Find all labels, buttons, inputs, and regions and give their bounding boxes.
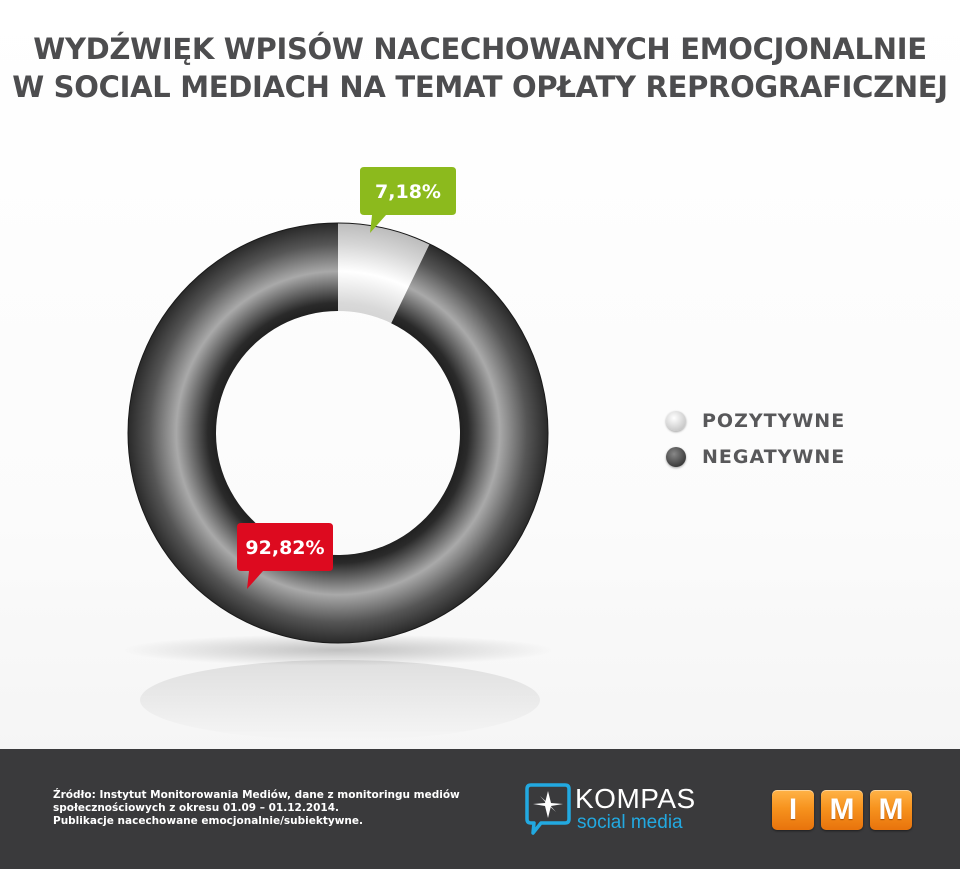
chart-title: WYDŹWIĘK WPISÓW NACECHOWANYCH EMOCJONALN… [0, 30, 960, 106]
data-label-text-pozytywne: 7,18% [375, 181, 441, 203]
imm-letter-m-1: M [821, 790, 863, 830]
chart-floor-shadow [123, 634, 553, 666]
legend-label-negatywne: NEGATYWNE [702, 446, 846, 468]
chart-title-line-1: WYDŹWIĘK WPISÓW NACECHOWANYCH EMOCJONALN… [33, 32, 927, 66]
legend-label-pozytywne: POZYTYWNE [702, 410, 846, 432]
legend-item-pozytywne: POZYTYWNE [666, 403, 845, 439]
imm-letter-i: I [772, 790, 814, 830]
chart-reflection [140, 660, 540, 740]
data-label-box-negatywne [237, 523, 333, 589]
imm-letter-m-2: M [870, 790, 912, 830]
footer: Źródło: Instytut Monitorowania Mediów, d… [0, 749, 960, 869]
data-labels: 7,18% 92,82% [237, 167, 456, 589]
source-line-1: Źródło: Instytut Monitorowania Mediów, d… [53, 789, 460, 801]
kompas-logo: KOMPAS social media [525, 781, 715, 837]
legend-item-negatywne: NEGATYWNE [666, 439, 845, 475]
legend: POZYTYWNE NEGATYWNE [666, 403, 845, 475]
source-line-2: społecznościowych z okresu 01.09 – 01.12… [53, 802, 340, 814]
pie-slices [127, 222, 549, 644]
donut-chart: 7,18% 92,82% [123, 167, 553, 740]
imm-logo: I M M [772, 790, 912, 830]
chart-title-line-2: W SOCIAL MEDIACH NA TEMAT OPŁATY REPROGR… [12, 70, 948, 104]
legend-swatch-light [666, 411, 686, 431]
source-note: Źródło: Instytut Monitorowania Mediów, d… [53, 789, 473, 828]
data-label-pozytywne: 7,18% [360, 167, 456, 233]
data-label-negatywne: 92,82% [237, 523, 333, 589]
pie-slice-negatywne [128, 223, 549, 644]
data-label-text-negatywne: 92,82% [245, 537, 324, 559]
compass-bubble-icon [525, 783, 571, 835]
data-label-box-pozytywne [360, 167, 456, 233]
source-line-3: Publikacje nacechowane emocjonalnie/subi… [53, 815, 364, 827]
donut-rim [127, 222, 549, 644]
kompas-subtitle: social media [577, 812, 683, 833]
legend-swatch-dark [666, 447, 686, 467]
kompas-name: KOMPAS [575, 783, 696, 814]
pie-slice-pozytywne [338, 223, 430, 324]
